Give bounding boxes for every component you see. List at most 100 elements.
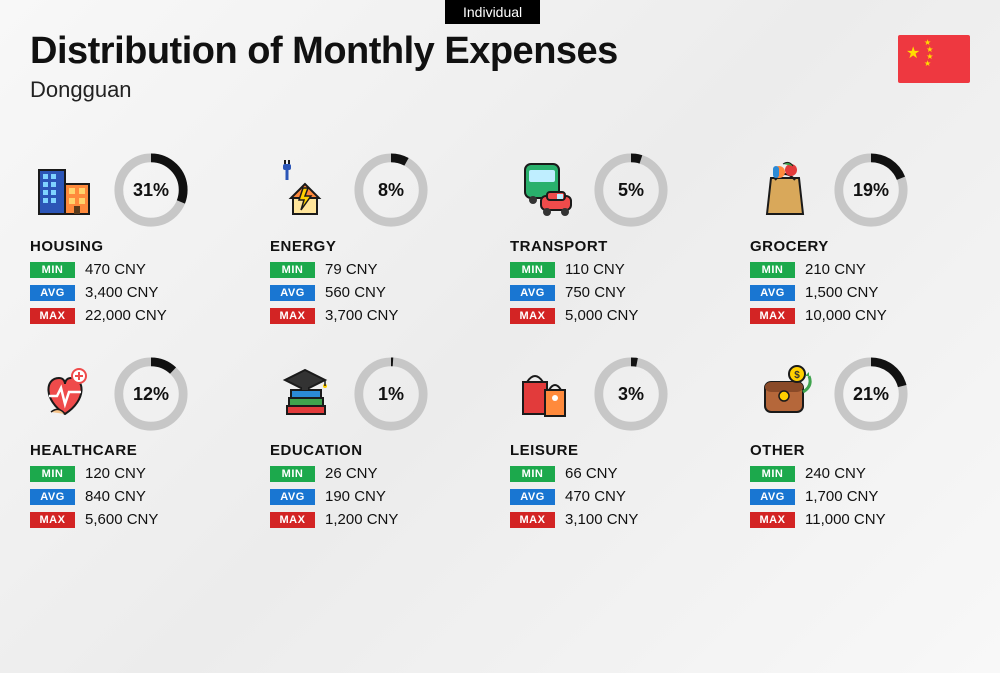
pct-donut: 31%	[112, 151, 190, 229]
transport-icon	[510, 155, 580, 225]
stat-avg: AVG 470 CNY	[510, 488, 730, 505]
avg-badge: AVG	[270, 285, 315, 301]
expense-grid: 31% HOUSING MIN 470 CNY AVG 3,400 CNY MA…	[30, 150, 970, 528]
stat-min: MIN 110 CNY	[510, 261, 730, 278]
category-name: HEALTHCARE	[30, 442, 250, 459]
expense-card: 3% LEISURE MIN 66 CNY AVG 470 CNY MAX 3,…	[510, 354, 730, 528]
pct-donut: 5%	[592, 151, 670, 229]
pct-donut: 3%	[592, 355, 670, 433]
max-badge: MAX	[30, 308, 75, 324]
min-value: 470 CNY	[85, 261, 146, 278]
expense-card: 5% TRANSPORT MIN 110 CNY AVG 750 CNY MAX…	[510, 150, 730, 324]
min-value: 120 CNY	[85, 465, 146, 482]
min-badge: MIN	[270, 466, 315, 482]
expense-card: 12% HEALTHCARE MIN 120 CNY AVG 840 CNY M…	[30, 354, 250, 528]
stat-avg: AVG 750 CNY	[510, 284, 730, 301]
stat-min: MIN 470 CNY	[30, 261, 250, 278]
stat-avg: AVG 3,400 CNY	[30, 284, 250, 301]
avg-value: 1,700 CNY	[805, 488, 878, 505]
category-name: TRANSPORT	[510, 238, 730, 255]
max-value: 5,600 CNY	[85, 511, 158, 528]
max-value: 5,000 CNY	[565, 307, 638, 324]
expense-card: 19% GROCERY MIN 210 CNY AVG 1,500 CNY MA…	[750, 150, 970, 324]
expense-card: $ 21% OTHER MIN 240 CNY AVG 1,700 CNY MA…	[750, 354, 970, 528]
pct-value: 21%	[832, 355, 910, 433]
avg-value: 750 CNY	[565, 284, 626, 301]
stat-avg: AVG 560 CNY	[270, 284, 490, 301]
max-value: 1,200 CNY	[325, 511, 398, 528]
healthcare-icon	[30, 359, 100, 429]
pct-value: 1%	[352, 355, 430, 433]
avg-badge: AVG	[510, 489, 555, 505]
avg-badge: AVG	[750, 285, 795, 301]
stat-avg: AVG 840 CNY	[30, 488, 250, 505]
category-name: ENERGY	[270, 238, 490, 255]
max-badge: MAX	[750, 512, 795, 528]
stat-avg: AVG 1,700 CNY	[750, 488, 970, 505]
stat-min: MIN 79 CNY	[270, 261, 490, 278]
pct-value: 31%	[112, 151, 190, 229]
max-badge: MAX	[750, 308, 795, 324]
flag-china-icon: ★ ★ ★ ★★	[898, 35, 970, 83]
pct-donut: 1%	[352, 355, 430, 433]
education-icon	[270, 359, 340, 429]
avg-value: 560 CNY	[325, 284, 386, 301]
page-title: Distribution of Monthly Expenses	[30, 30, 970, 73]
pct-donut: 21%	[832, 355, 910, 433]
min-value: 210 CNY	[805, 261, 866, 278]
stat-min: MIN 120 CNY	[30, 465, 250, 482]
pct-value: 5%	[592, 151, 670, 229]
avg-badge: AVG	[30, 285, 75, 301]
avg-value: 470 CNY	[565, 488, 626, 505]
pct-value: 19%	[832, 151, 910, 229]
min-value: 66 CNY	[565, 465, 618, 482]
grocery-icon	[750, 155, 820, 225]
min-badge: MIN	[270, 262, 315, 278]
leisure-icon	[510, 359, 580, 429]
stat-max: MAX 22,000 CNY	[30, 307, 250, 324]
avg-value: 3,400 CNY	[85, 284, 158, 301]
svg-text:$: $	[794, 370, 800, 381]
max-value: 3,100 CNY	[565, 511, 638, 528]
avg-value: 1,500 CNY	[805, 284, 878, 301]
stat-max: MAX 11,000 CNY	[750, 511, 970, 528]
stat-avg: AVG 190 CNY	[270, 488, 490, 505]
min-value: 240 CNY	[805, 465, 866, 482]
avg-value: 190 CNY	[325, 488, 386, 505]
energy-icon	[270, 155, 340, 225]
category-name: GROCERY	[750, 238, 970, 255]
min-badge: MIN	[510, 466, 555, 482]
stat-min: MIN 26 CNY	[270, 465, 490, 482]
avg-badge: AVG	[270, 489, 315, 505]
max-badge: MAX	[30, 512, 75, 528]
max-badge: MAX	[270, 512, 315, 528]
stat-max: MAX 5,600 CNY	[30, 511, 250, 528]
stat-max: MAX 3,100 CNY	[510, 511, 730, 528]
expense-card: 31% HOUSING MIN 470 CNY AVG 3,400 CNY MA…	[30, 150, 250, 324]
stat-max: MAX 3,700 CNY	[270, 307, 490, 324]
max-value: 22,000 CNY	[85, 307, 167, 324]
category-name: EDUCATION	[270, 442, 490, 459]
pct-donut: 12%	[112, 355, 190, 433]
min-value: 110 CNY	[565, 261, 625, 278]
pct-value: 3%	[592, 355, 670, 433]
stat-max: MAX 10,000 CNY	[750, 307, 970, 324]
max-value: 3,700 CNY	[325, 307, 398, 324]
min-badge: MIN	[750, 262, 795, 278]
min-badge: MIN	[510, 262, 555, 278]
min-badge: MIN	[750, 466, 795, 482]
pct-value: 12%	[112, 355, 190, 433]
max-badge: MAX	[510, 512, 555, 528]
min-value: 79 CNY	[325, 261, 378, 278]
category-name: OTHER	[750, 442, 970, 459]
max-badge: MAX	[510, 308, 555, 324]
expense-card: 8% ENERGY MIN 79 CNY AVG 560 CNY MAX 3,7…	[270, 150, 490, 324]
tab-individual: Individual	[445, 0, 540, 24]
pct-donut: 8%	[352, 151, 430, 229]
category-name: HOUSING	[30, 238, 250, 255]
stat-max: MAX 1,200 CNY	[270, 511, 490, 528]
stat-min: MIN 66 CNY	[510, 465, 730, 482]
max-value: 11,000 CNY	[805, 511, 886, 528]
pct-donut: 19%	[832, 151, 910, 229]
avg-badge: AVG	[750, 489, 795, 505]
